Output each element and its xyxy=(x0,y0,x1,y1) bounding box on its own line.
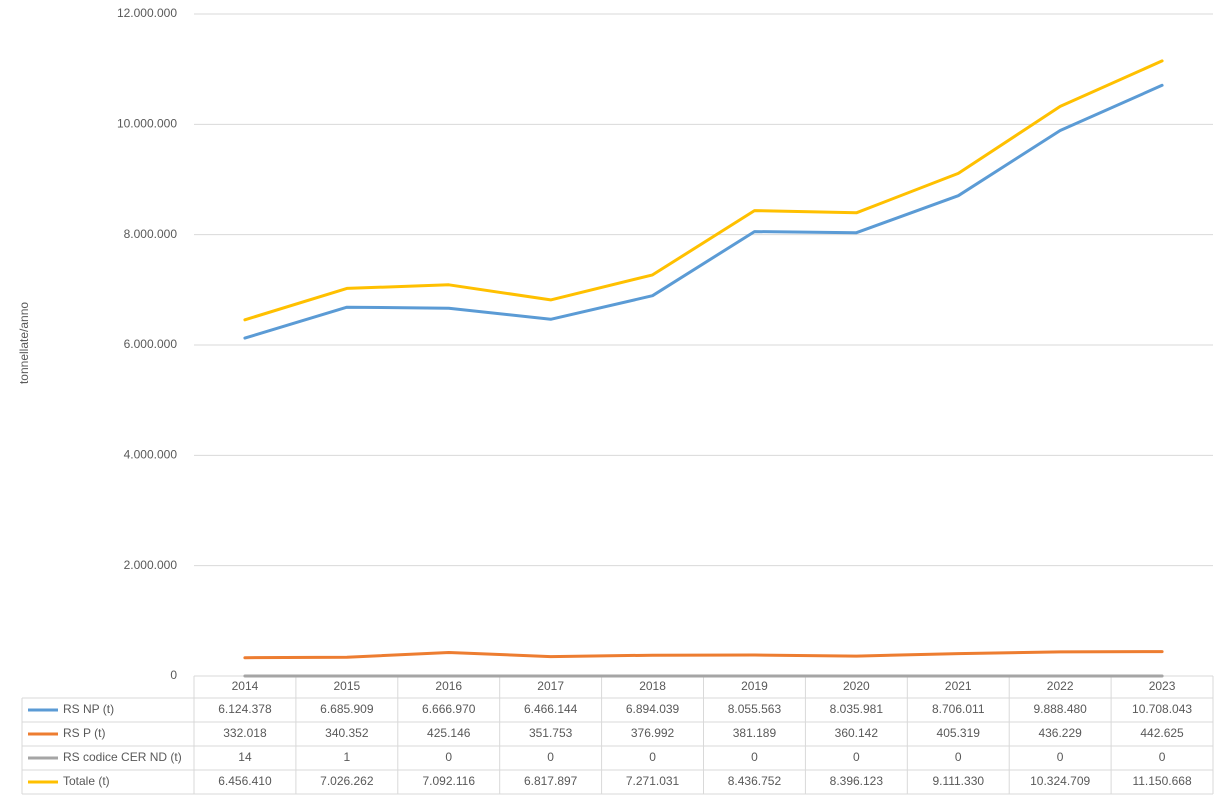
table-value: 0 xyxy=(751,750,758,764)
table-value: 360.142 xyxy=(835,726,879,740)
table-value: 9.888.480 xyxy=(1033,702,1087,716)
table-value: 405.319 xyxy=(937,726,981,740)
table-value: 6.466.144 xyxy=(524,702,578,716)
table-value: 11.150.668 xyxy=(1132,774,1191,788)
table-value: 14 xyxy=(238,750,252,764)
table-value: 8.396.123 xyxy=(830,774,884,788)
legend-label: RS codice CER ND (t) xyxy=(63,750,182,764)
table-value: 376.992 xyxy=(631,726,675,740)
table-value: 9.111.330 xyxy=(932,774,984,788)
table-value: 0 xyxy=(649,750,656,764)
table-value: 0 xyxy=(853,750,860,764)
table-value: 8.055.563 xyxy=(728,702,782,716)
table-value: 0 xyxy=(1057,750,1064,764)
table-value: 10.708.043 xyxy=(1132,702,1192,716)
x-tick-label: 2019 xyxy=(741,679,768,693)
table-value: 7.092.116 xyxy=(423,774,476,788)
y-tick-label: 2.000.000 xyxy=(124,558,178,572)
table-value: 0 xyxy=(445,750,452,764)
legend-label: RS P (t) xyxy=(63,726,105,740)
table-value: 6.685.909 xyxy=(320,702,374,716)
table-value: 351.753 xyxy=(529,726,573,740)
x-tick-label: 2016 xyxy=(435,679,462,693)
table-value: 8.035.981 xyxy=(830,702,884,716)
table-value: 1 xyxy=(344,750,351,764)
x-tick-label: 2014 xyxy=(232,679,259,693)
legend-label: RS NP (t) xyxy=(63,702,114,716)
legend-label: Totale (t) xyxy=(63,774,110,788)
table-value: 0 xyxy=(955,750,962,764)
table-value: 6.124.378 xyxy=(218,702,272,716)
table-value: 7.271.031 xyxy=(626,774,680,788)
x-tick-label: 2017 xyxy=(537,679,564,693)
y-tick-label: 0 xyxy=(170,668,177,682)
table-value: 7.026.262 xyxy=(320,774,374,788)
table-value: 6.666.970 xyxy=(422,702,476,716)
table-value: 6.894.039 xyxy=(626,702,680,716)
table-value: 425.146 xyxy=(427,726,471,740)
table-value: 8.706.011 xyxy=(932,702,985,716)
table-value: 0 xyxy=(547,750,554,764)
x-tick-label: 2023 xyxy=(1149,679,1176,693)
table-value: 381.189 xyxy=(733,726,777,740)
y-tick-label: 6.000.000 xyxy=(124,337,178,351)
y-tick-label: 4.000.000 xyxy=(124,448,178,462)
x-tick-label: 2015 xyxy=(333,679,360,693)
table-value: 436.229 xyxy=(1038,726,1082,740)
table-value: 6.817.897 xyxy=(524,774,578,788)
y-axis-label: tonnellate/anno xyxy=(17,302,31,384)
x-tick-label: 2018 xyxy=(639,679,666,693)
y-tick-label: 8.000.000 xyxy=(124,227,178,241)
y-tick-label: 10.000.000 xyxy=(117,117,177,131)
series-line xyxy=(243,59,1164,322)
table-value: 0 xyxy=(1159,750,1166,764)
table-value: 442.625 xyxy=(1140,726,1184,740)
table-value: 332.018 xyxy=(223,726,267,740)
table-value: 8.436.752 xyxy=(728,774,782,788)
table-value: 6.456.410 xyxy=(218,774,272,788)
series-line xyxy=(243,650,1164,660)
x-tick-label: 2021 xyxy=(945,679,972,693)
series-line xyxy=(243,83,1164,340)
x-tick-label: 2020 xyxy=(843,679,870,693)
y-tick-label: 12.000.000 xyxy=(117,6,177,20)
table-value: 10.324.709 xyxy=(1030,774,1090,788)
table-value: 340.352 xyxy=(325,726,369,740)
x-tick-label: 2022 xyxy=(1047,679,1074,693)
